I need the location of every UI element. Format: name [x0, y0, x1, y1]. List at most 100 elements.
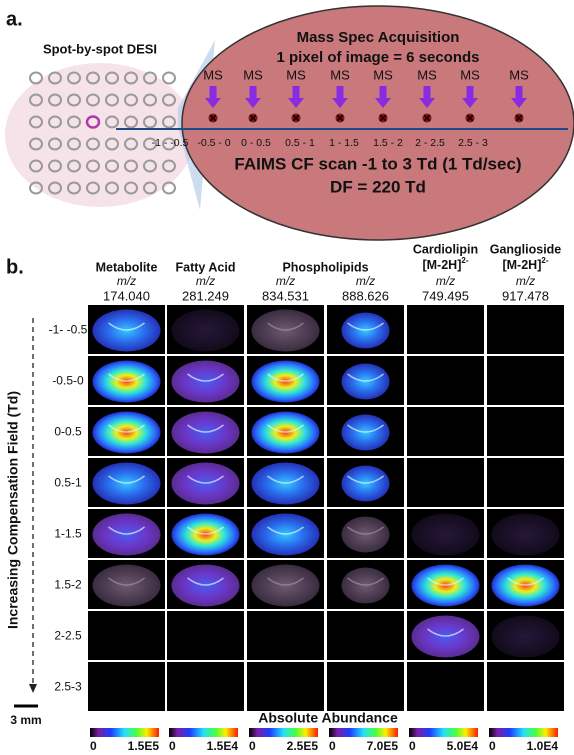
image-cell	[407, 407, 484, 456]
spot	[29, 181, 43, 195]
tissue-structure	[187, 475, 224, 484]
spot	[48, 93, 62, 107]
ms-label: MS	[460, 67, 480, 82]
charge: 2-	[461, 256, 468, 265]
row-label: 0.5-1	[54, 476, 82, 490]
ms-label: MS	[243, 67, 263, 82]
ms-arrow	[515, 86, 523, 99]
tissue-structure	[187, 373, 224, 382]
tissue-structure	[267, 475, 304, 484]
spot	[67, 137, 81, 151]
colorbar-min: 0	[329, 739, 336, 753]
spot	[124, 181, 138, 195]
scan-marker-x	[515, 114, 523, 122]
row-label: 2.5-3	[54, 680, 82, 694]
tissue-structure	[347, 322, 384, 331]
spot-title: Spot-by-spot DESI	[43, 41, 157, 56]
row-label: 0-0.5	[54, 425, 82, 439]
image-cell	[487, 305, 564, 354]
spot	[48, 115, 62, 129]
tissue-structure	[267, 577, 304, 586]
image-cell	[487, 407, 564, 456]
mz-label: m/z	[196, 274, 215, 288]
interval-label: -0.5 - 0	[197, 137, 230, 149]
scan-marker-x	[292, 114, 300, 122]
ion: [M-2H]	[502, 258, 541, 272]
colorbar-title: Absolute Abundance	[258, 710, 398, 726]
colorbar-max: 1.5E4	[207, 739, 239, 753]
selected-spot	[85, 115, 101, 129]
interval-label: 0 - 0.5	[241, 137, 271, 149]
mz-label: m/z	[436, 274, 455, 288]
spot	[86, 93, 100, 107]
spot	[162, 93, 176, 107]
spot	[67, 71, 81, 85]
image-cell	[327, 611, 404, 660]
spot	[67, 115, 81, 129]
row-label: 1-1.5	[54, 527, 82, 541]
interval-label: 2 - 2.5	[415, 137, 445, 149]
tissue-structure	[347, 577, 384, 586]
colorbar-max: 2.5E5	[287, 739, 319, 753]
tissue-structure	[187, 424, 224, 433]
mz-value: 888.626	[342, 288, 389, 303]
spot	[29, 115, 43, 129]
colorbar-min: 0	[90, 739, 97, 753]
tissue-structure	[108, 577, 145, 586]
spot	[48, 71, 62, 85]
colorbar-min: 0	[409, 739, 416, 753]
image-cell	[407, 662, 484, 711]
tissue-image	[171, 309, 240, 352]
ms-arrow	[379, 86, 387, 99]
mz-value: 834.531	[262, 288, 309, 303]
ion: [M-2H]	[422, 258, 461, 272]
spot	[105, 159, 119, 173]
tissue-structure	[347, 526, 384, 535]
spot	[29, 137, 43, 151]
mz-value: 174.040	[103, 288, 150, 303]
tissue-structure	[267, 373, 304, 382]
image-cell	[487, 662, 564, 711]
tissue-structure	[187, 526, 224, 535]
tissue-structure	[187, 577, 224, 586]
ms-arrow-head	[332, 98, 348, 108]
image-cell	[247, 611, 324, 660]
ion-label: [M-2H]2-	[502, 256, 548, 272]
ms-arrow	[209, 86, 217, 99]
colorbar	[169, 728, 238, 737]
spot	[86, 137, 100, 151]
mz-value: 749.495	[422, 288, 469, 303]
spot	[124, 71, 138, 85]
ms-label: MS	[417, 67, 437, 82]
spot	[124, 137, 138, 151]
spot	[143, 137, 157, 151]
ms-arrow-head	[245, 98, 261, 108]
column-class: Fatty Acid	[176, 260, 236, 274]
arrow-head	[29, 684, 37, 693]
scan-marker-x	[249, 114, 257, 122]
ms-arrow	[466, 86, 474, 99]
panel-label: b.	[6, 256, 24, 278]
column-class: Ganglioside	[490, 242, 562, 256]
ms-arrow-head	[205, 98, 221, 108]
scan-line: DF = 220 Td	[330, 177, 426, 196]
spot	[105, 93, 119, 107]
spot	[105, 115, 119, 129]
spot	[105, 181, 119, 195]
colorbar	[249, 728, 318, 737]
spot	[48, 159, 62, 173]
colorbar-min: 0	[489, 739, 496, 753]
charge: 2-	[541, 256, 548, 265]
spot	[29, 93, 43, 107]
tissue-structure	[427, 628, 464, 637]
spot	[162, 159, 176, 173]
spot	[29, 159, 43, 173]
spot	[48, 137, 62, 151]
column-class: Phospholipids	[282, 260, 368, 274]
image-cell	[88, 662, 165, 711]
tissue-structure	[427, 577, 464, 586]
scale-bar-label: 3 mm	[10, 713, 41, 727]
tissue-structure	[108, 373, 145, 382]
tissue-structure	[108, 526, 145, 535]
image-cell	[167, 611, 244, 660]
